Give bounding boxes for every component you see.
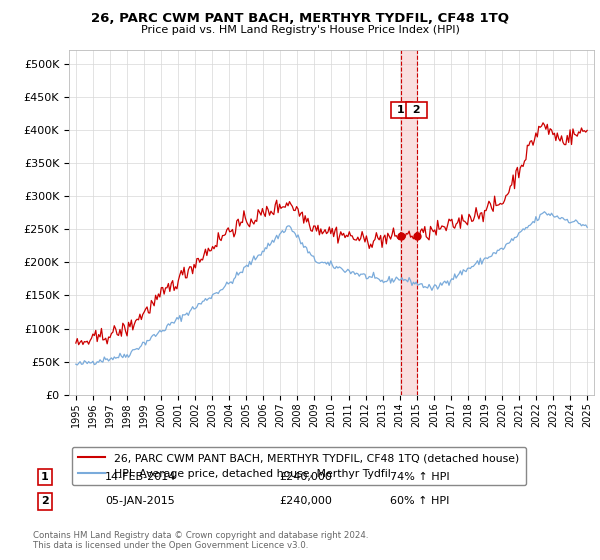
Legend: 26, PARC CWM PANT BACH, MERTHYR TYDFIL, CF48 1TQ (detached house), HPI: Average : 26, PARC CWM PANT BACH, MERTHYR TYDFIL, … <box>72 447 526 485</box>
Text: Contains HM Land Registry data © Crown copyright and database right 2024.
This d: Contains HM Land Registry data © Crown c… <box>33 530 368 550</box>
Text: £240,000: £240,000 <box>279 472 332 482</box>
Text: £240,000: £240,000 <box>279 496 332 506</box>
Text: 74% ↑ HPI: 74% ↑ HPI <box>390 472 449 482</box>
Text: 1: 1 <box>41 472 49 482</box>
Text: 2: 2 <box>409 105 424 115</box>
Text: 26, PARC CWM PANT BACH, MERTHYR TYDFIL, CF48 1TQ: 26, PARC CWM PANT BACH, MERTHYR TYDFIL, … <box>91 12 509 25</box>
Text: Price paid vs. HM Land Registry's House Price Index (HPI): Price paid vs. HM Land Registry's House … <box>140 25 460 35</box>
Bar <box>401 50 417 395</box>
Text: 60% ↑ HPI: 60% ↑ HPI <box>390 496 449 506</box>
Text: 1: 1 <box>394 105 409 115</box>
Text: 05-JAN-2015: 05-JAN-2015 <box>105 496 175 506</box>
Text: 14-FEB-2014: 14-FEB-2014 <box>105 472 176 482</box>
Text: 2: 2 <box>41 496 49 506</box>
